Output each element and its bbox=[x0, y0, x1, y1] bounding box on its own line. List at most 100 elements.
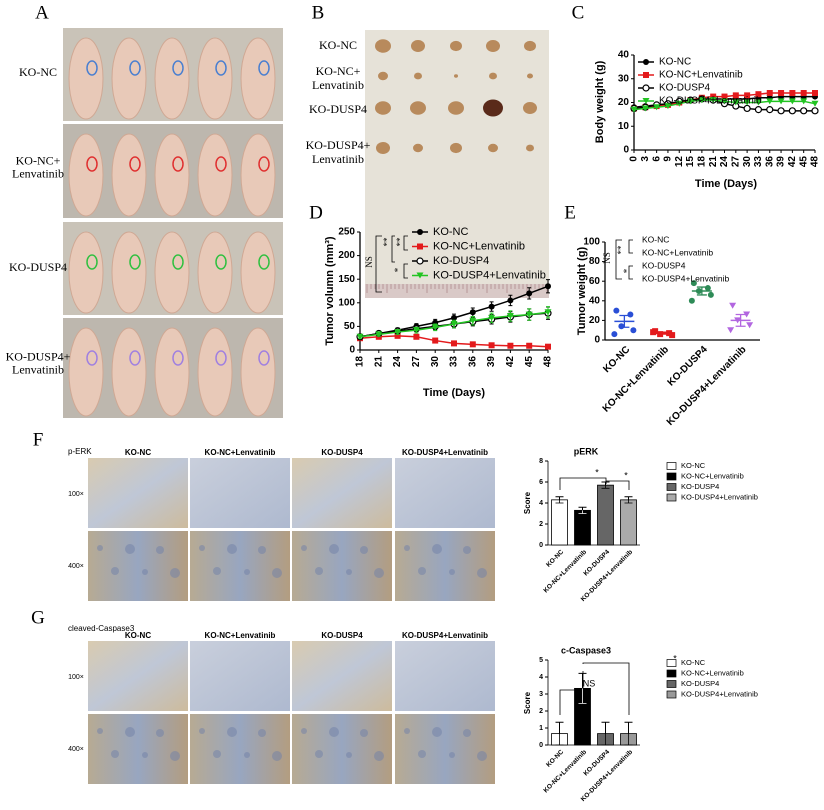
marker bbox=[394, 329, 402, 336]
ihc-image bbox=[395, 531, 495, 601]
marker bbox=[641, 105, 649, 112]
y-tick-label: 3 bbox=[539, 691, 543, 698]
marker bbox=[707, 291, 714, 298]
y-tick-label: 200 bbox=[338, 250, 355, 261]
bracket-label: KO-DUSP4 bbox=[642, 260, 686, 270]
mouse bbox=[68, 231, 104, 314]
legend-label: KO-DUSP4+Lenvatinib bbox=[681, 492, 758, 501]
y-tick-label: 100 bbox=[338, 297, 355, 308]
marker bbox=[800, 107, 808, 115]
x-tick-label: 9 bbox=[663, 156, 674, 162]
marker bbox=[526, 342, 533, 349]
marker bbox=[526, 290, 533, 297]
mouse bbox=[154, 231, 190, 314]
marker bbox=[432, 337, 439, 344]
marker bbox=[544, 309, 552, 316]
marker bbox=[729, 302, 737, 309]
marker bbox=[744, 92, 751, 99]
error-bar bbox=[619, 314, 630, 328]
y-axis-label: Tumor volumn (mm³) bbox=[324, 236, 336, 346]
row-label: 100× bbox=[68, 674, 84, 681]
mouse bbox=[68, 133, 104, 217]
tumor-outline bbox=[86, 60, 98, 76]
x-tick-label: 48 bbox=[543, 356, 554, 368]
marker bbox=[545, 343, 551, 350]
x-tick-label: 6 bbox=[651, 156, 662, 162]
error-bar-lower bbox=[601, 485, 610, 489]
ihc-image bbox=[292, 714, 392, 784]
row-label-line: Lenvatinib bbox=[12, 362, 64, 376]
ihc-image bbox=[88, 714, 188, 784]
tumor bbox=[489, 72, 497, 80]
x-tick-label: 0 bbox=[629, 156, 640, 162]
marker bbox=[778, 90, 785, 96]
significance: * bbox=[393, 267, 403, 272]
tumor-outline bbox=[172, 254, 184, 270]
error-bar-lower bbox=[624, 499, 633, 504]
row-label: 400× bbox=[68, 746, 84, 753]
marker bbox=[754, 106, 763, 114]
panel-letter: B bbox=[312, 2, 325, 23]
tumor-outline bbox=[258, 60, 270, 76]
tumor-outline bbox=[215, 156, 227, 172]
ihc-image bbox=[190, 641, 290, 711]
column-header: KO-NC+Lenvatinib bbox=[205, 631, 276, 640]
panel-letter: C bbox=[572, 2, 585, 23]
bar bbox=[551, 499, 568, 546]
legend-swatch bbox=[666, 659, 677, 667]
mouse bbox=[154, 133, 190, 217]
marker bbox=[469, 309, 476, 316]
marker bbox=[664, 103, 672, 110]
ihc-texture bbox=[315, 567, 323, 575]
marker bbox=[642, 98, 650, 104]
mouse bbox=[197, 133, 233, 217]
error-bar-lower bbox=[555, 733, 564, 746]
significance: * bbox=[673, 653, 677, 663]
ihc-texture bbox=[418, 750, 426, 758]
ihc-texture bbox=[111, 567, 119, 575]
tumor-outline bbox=[129, 254, 141, 270]
significance: NS bbox=[364, 256, 374, 268]
marker bbox=[613, 307, 620, 314]
marker bbox=[642, 84, 650, 92]
marker bbox=[698, 97, 706, 104]
tumor bbox=[413, 143, 423, 153]
marker bbox=[704, 285, 711, 292]
significance: ** bbox=[395, 237, 405, 247]
x-axis-label: Time (Days) bbox=[423, 387, 485, 399]
marker bbox=[709, 97, 717, 104]
ihc-texture bbox=[404, 545, 410, 551]
marker bbox=[417, 229, 423, 235]
marker bbox=[431, 324, 439, 331]
ihc-image bbox=[292, 641, 392, 711]
marker bbox=[643, 59, 649, 65]
ihc-texture bbox=[125, 727, 135, 737]
error-bar-lower bbox=[555, 499, 564, 504]
error-bar bbox=[555, 496, 564, 500]
bar bbox=[574, 509, 591, 546]
bracket-label: KO-NC+Lenvatinib bbox=[642, 247, 713, 257]
panel-letter: D bbox=[309, 202, 323, 223]
bracket bbox=[403, 235, 408, 251]
marker bbox=[611, 331, 618, 338]
marker bbox=[727, 327, 735, 334]
x-tick-label: 15 bbox=[685, 156, 696, 168]
x-tick-label: 36 bbox=[764, 156, 775, 168]
ihc-texture bbox=[329, 544, 339, 554]
row-label: KO-NC bbox=[319, 38, 357, 52]
mouse bbox=[111, 133, 147, 217]
marker bbox=[754, 99, 762, 106]
marker bbox=[488, 342, 495, 349]
y-tick-label: 30 bbox=[618, 73, 630, 84]
x-tick-label: KO-NC+Lenvatinib bbox=[542, 549, 588, 595]
marker bbox=[507, 342, 514, 349]
legend-label: KO-NC+Lenvatinib bbox=[681, 471, 744, 480]
marker bbox=[800, 90, 807, 96]
column-header: KO-NC bbox=[125, 448, 151, 457]
tumor-outline bbox=[129, 350, 141, 366]
ihc-texture bbox=[449, 569, 455, 575]
ihc-texture bbox=[463, 546, 471, 554]
y-tick-label: 40 bbox=[618, 50, 630, 61]
significance: NS bbox=[583, 678, 596, 688]
